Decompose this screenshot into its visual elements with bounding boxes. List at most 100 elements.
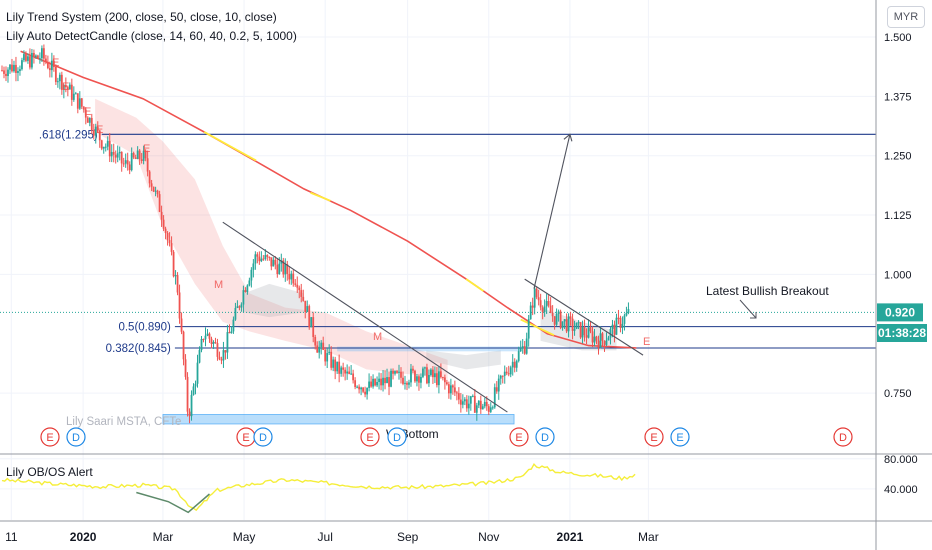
candle-body (248, 280, 251, 286)
candle-body (258, 256, 261, 262)
indicator-detect-candle[interactable]: Lily Auto DetectCandle (close, 14, 60, 4… (6, 29, 297, 43)
candle-marker: E (143, 143, 150, 155)
trend-cloud-grey (426, 350, 501, 370)
candle-body (543, 306, 546, 312)
candle-body (589, 327, 592, 332)
candle-body (35, 55, 37, 58)
candle-body (80, 98, 83, 107)
candle-body (134, 157, 137, 159)
candle-body (44, 58, 47, 62)
candle-body (388, 377, 390, 387)
candle-body (70, 84, 73, 100)
candle-body (499, 375, 502, 379)
candle-body (523, 346, 526, 354)
candles (1, 44, 630, 424)
x-tick-label: 2021 (557, 530, 584, 544)
candle-body (21, 60, 23, 70)
candle-body (152, 186, 155, 192)
candle-body (182, 331, 185, 360)
candle-body (25, 54, 27, 61)
candle-body (172, 251, 175, 277)
trend-ma-yellow (520, 318, 555, 336)
candle-body (332, 359, 335, 368)
candle-body (350, 373, 353, 375)
candle-body (31, 52, 33, 68)
indicator-trend-system[interactable]: Lily Trend System (200, close, 50, close… (6, 10, 277, 24)
candle-body (136, 150, 139, 159)
breakout-annotation: Latest Bullish Breakout (706, 284, 829, 298)
x-tick-label: May (233, 530, 256, 544)
candle-body (82, 106, 85, 110)
candle-body (465, 399, 468, 409)
candle-body (13, 64, 15, 72)
candle-body (418, 376, 420, 383)
candle-body (491, 407, 494, 409)
candle-body (206, 333, 209, 336)
candle-body (296, 284, 299, 288)
candle-body (511, 361, 514, 368)
event-marker-label: E (650, 432, 657, 444)
candle-body (9, 64, 11, 70)
candle-body (449, 385, 452, 394)
candle-body (579, 322, 582, 338)
candle-body (322, 342, 325, 350)
candle-body (422, 368, 424, 377)
candle-body (563, 319, 566, 322)
event-dividend-icon (387, 427, 407, 447)
candle-body (66, 87, 69, 90)
candle-body (142, 150, 145, 161)
candle-body (116, 153, 119, 158)
candle-body (188, 411, 191, 417)
candle-body (50, 60, 53, 71)
candle-body (549, 305, 552, 314)
candle-body (378, 378, 380, 383)
trend-ma-yellow (203, 131, 257, 162)
projection-arrow (533, 134, 571, 289)
candle-body (220, 359, 223, 361)
candle-body (208, 333, 211, 339)
candle-body (310, 317, 313, 328)
candle-body (162, 219, 165, 229)
candle-body (298, 287, 301, 291)
candle-body (3, 70, 5, 74)
candle-body (400, 371, 402, 378)
trend-ma-yellow (465, 278, 484, 292)
trend-cloud-pink (95, 98, 448, 379)
candle-body (122, 163, 125, 165)
candle-body (424, 367, 426, 369)
candle-body (132, 153, 135, 158)
candle-body (178, 292, 181, 319)
candle-body (561, 321, 564, 328)
osc-y-tick-label: 40.000 (884, 484, 918, 496)
candle-body (302, 296, 305, 301)
event-earnings-icon (360, 427, 380, 447)
event-marker-label: D (393, 432, 401, 444)
candle-body (264, 255, 267, 259)
candle-body (94, 126, 97, 136)
candle-body (557, 311, 560, 314)
candle-body (156, 190, 159, 195)
candle-body (15, 64, 17, 73)
candle-body (583, 327, 586, 336)
candle-body (324, 349, 327, 362)
indicator-obos-alert[interactable]: Lily OB/OS Alert (6, 465, 93, 479)
candle-body (326, 353, 329, 362)
event-earnings-icon (833, 427, 853, 447)
candle-body (218, 356, 221, 360)
candle-body (212, 342, 215, 344)
candle-body (372, 378, 374, 387)
candle-body (90, 117, 93, 131)
candle-body (330, 351, 333, 368)
candle-body (252, 263, 255, 270)
candle-body (457, 393, 460, 400)
breakout-pointer (739, 299, 757, 319)
candle-body (164, 228, 167, 234)
candle-body (246, 285, 249, 292)
candle-body (58, 74, 61, 82)
candle-body (86, 117, 89, 123)
candle-body (242, 290, 245, 305)
candle-body (408, 382, 410, 385)
candle-body (230, 331, 233, 334)
currency-button[interactable]: MYR (887, 6, 925, 28)
